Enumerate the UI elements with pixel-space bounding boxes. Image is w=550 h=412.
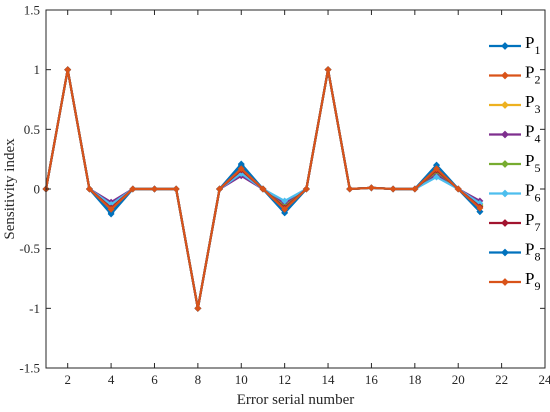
x-tick-label: 20 xyxy=(452,372,465,387)
legend-label: P4 xyxy=(525,122,540,146)
data-point xyxy=(107,209,115,217)
legend-swatch-marker xyxy=(501,42,509,50)
axes-layer: 2 4 6 8 10 12 14 16 18 20 22 24-1.5-1-0.500.511.5 xyxy=(19,3,550,388)
x-tick-label: 24 xyxy=(539,372,550,387)
x-tick-label: 10 xyxy=(235,372,248,387)
legend-label-subscript: 5 xyxy=(534,161,540,175)
data-point xyxy=(129,185,137,193)
data-point xyxy=(259,185,267,193)
legend-label-main: P xyxy=(525,92,534,111)
data-point xyxy=(389,185,397,193)
legend-swatch-marker xyxy=(501,219,509,227)
data-point xyxy=(454,185,462,193)
legend-label-subscript: 1 xyxy=(534,43,540,57)
legend-swatch-marker xyxy=(501,71,509,80)
legend-label: P6 xyxy=(525,181,540,205)
legend-label-subscript: 9 xyxy=(534,279,540,293)
data-point xyxy=(324,66,332,74)
x-tick-label: 18 xyxy=(408,372,421,387)
legend-label: P5 xyxy=(525,151,540,175)
legend-label-main: P xyxy=(525,63,534,82)
data-point xyxy=(302,185,310,193)
legend-label-main: P xyxy=(525,269,534,288)
legend-swatch-marker xyxy=(501,101,509,109)
data-point xyxy=(151,185,158,193)
y-tick-label: -1.5 xyxy=(19,361,40,376)
data-point xyxy=(281,209,289,217)
legend-label: P9 xyxy=(525,269,540,293)
legend-swatch-marker xyxy=(501,160,509,168)
legend-label: P7 xyxy=(525,210,540,234)
y-tick-label: -1 xyxy=(29,301,40,316)
x-tick-label: 12 xyxy=(278,372,291,387)
series-P9 xyxy=(42,66,484,312)
legend-label: P8 xyxy=(525,240,540,264)
x-tick-label: 16 xyxy=(365,372,379,387)
legend-label-main: P xyxy=(525,240,534,259)
y-axis-label: Sensitivity index xyxy=(2,138,18,240)
x-tick-label: 14 xyxy=(322,372,336,387)
data-point xyxy=(368,184,375,192)
data-point xyxy=(281,197,289,205)
data-point xyxy=(433,173,440,181)
data-point xyxy=(64,66,72,74)
legend-item: P9 xyxy=(489,269,540,293)
legend-item: P8 xyxy=(489,240,540,264)
legend-label-subscript: 6 xyxy=(534,191,540,205)
legend-label-subscript: 3 xyxy=(534,102,540,116)
legend-swatch-marker xyxy=(501,278,509,286)
data-point xyxy=(476,208,484,216)
x-tick-label: 8 xyxy=(195,372,202,387)
y-tick-label: -0.5 xyxy=(19,241,40,256)
data-point xyxy=(281,205,289,213)
data-point xyxy=(216,185,223,193)
legend-swatch-marker xyxy=(501,248,509,257)
data-point xyxy=(237,165,245,173)
data-point xyxy=(194,304,202,312)
x-tick-label: 6 xyxy=(151,372,158,387)
legend-label: P1 xyxy=(525,33,540,57)
legend-item: P6 xyxy=(489,181,540,205)
legend-item: P1 xyxy=(489,33,540,57)
data-point xyxy=(411,185,419,193)
x-tick-label: 4 xyxy=(108,372,115,387)
legend-label-subscript: 7 xyxy=(534,220,540,234)
data-point xyxy=(107,205,115,213)
y-tick-label: 0.5 xyxy=(24,122,40,137)
legend-label-main: P xyxy=(525,151,534,170)
legend-label-main: P xyxy=(525,33,534,52)
legend-label-subscript: 8 xyxy=(534,250,540,264)
data-point xyxy=(346,185,354,193)
x-axis-label: Error serial number xyxy=(237,392,354,408)
y-tick-label: 1 xyxy=(34,62,41,77)
x-tick-label: 22 xyxy=(495,372,508,387)
y-tick-label: 1.5 xyxy=(24,3,40,18)
legend-label-main: P xyxy=(525,210,534,229)
x-tick-label: 2 xyxy=(64,372,71,387)
legend-swatch-marker xyxy=(501,130,509,139)
legend-label-main: P xyxy=(525,181,534,200)
data-point xyxy=(172,185,180,193)
legend-label-main: P xyxy=(525,122,534,141)
data-point xyxy=(476,204,484,212)
y-tick-label: 0 xyxy=(34,182,41,197)
legend-item: P2 xyxy=(489,63,540,87)
legend-label: P3 xyxy=(525,92,540,116)
legend-label: P2 xyxy=(525,63,540,87)
legend-label-subscript: 4 xyxy=(534,132,540,146)
legend-item: P3 xyxy=(489,92,540,116)
legend-label-subscript: 2 xyxy=(534,73,540,87)
plot-frame xyxy=(45,9,546,369)
legend-swatch-marker xyxy=(501,189,509,198)
legend-item: P7 xyxy=(489,210,540,234)
legend-item: P5 xyxy=(489,151,540,175)
data-point xyxy=(85,185,93,193)
legend-item: P4 xyxy=(489,122,540,146)
series-layer xyxy=(42,66,484,312)
data-point xyxy=(433,165,440,173)
